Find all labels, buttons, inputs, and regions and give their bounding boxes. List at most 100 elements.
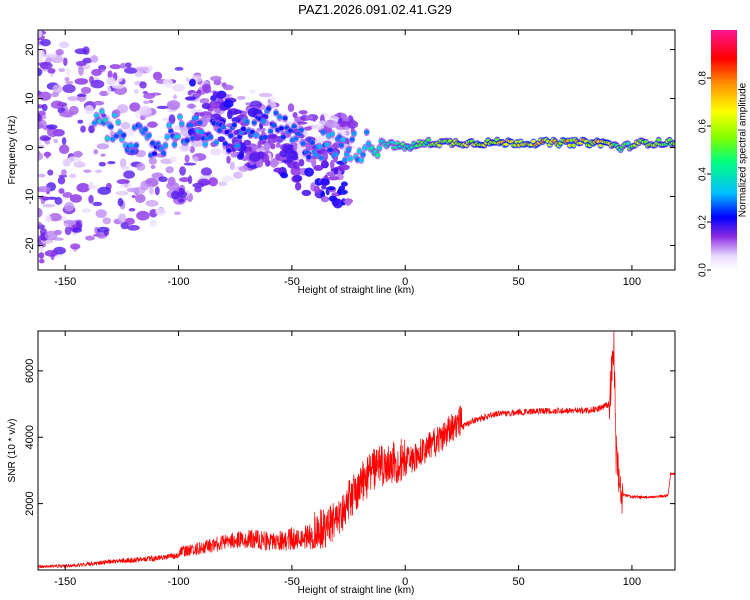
- spectrogram-cell: [625, 141, 631, 146]
- spectrogram-cell: [233, 171, 243, 179]
- spectrogram-cell: [47, 169, 54, 176]
- x-tick-label: 0: [402, 276, 408, 288]
- spectrogram-cell: [320, 130, 326, 135]
- spectrogram-cell: [267, 134, 278, 139]
- spectrogram-cell: [131, 194, 136, 199]
- spectrogram-cell: [38, 114, 43, 123]
- spectrogram-cell: [67, 96, 80, 102]
- spectrogram-cell: [58, 67, 66, 73]
- spectrogram-cell: [208, 177, 218, 187]
- spectrogram-cell: [162, 143, 168, 148]
- spectrogram-cell: [177, 114, 183, 120]
- spectrogram-cell: [124, 217, 135, 225]
- spectrogram-cell: [223, 99, 234, 108]
- spectrogram-cell: [324, 120, 339, 129]
- spectrogram-cell: [257, 140, 262, 149]
- spectrogram-cell: [38, 207, 43, 218]
- spectrogram-cell: [145, 180, 153, 184]
- spectrogram-cell: [85, 235, 95, 241]
- spectrogram-cell: [328, 195, 337, 202]
- spectrogram-cell: [229, 161, 235, 171]
- y-tick-label: 2000: [24, 491, 36, 515]
- spectrogram-cell: [97, 186, 112, 195]
- spectrogram-cell: [197, 120, 203, 125]
- spectrogram-cell: [117, 197, 124, 207]
- spectrogram-cell: [106, 77, 116, 86]
- spectrogram-cell: [81, 208, 91, 213]
- spectrogram-cell: [104, 136, 110, 141]
- spectrogram-cell: [38, 91, 52, 101]
- spectrogram-cell: [194, 186, 202, 193]
- spectrogram-cell: [218, 181, 227, 187]
- spectrogram-cell: [38, 173, 46, 178]
- spectrogram-cell: [179, 166, 186, 176]
- spectrogram-cell: [53, 138, 59, 144]
- spectrogram-cell: [323, 151, 329, 161]
- spectrogram-cell: [82, 46, 90, 55]
- spectrogram-cell: [320, 196, 330, 203]
- spectrogram-cell: [145, 200, 159, 207]
- spectrogram-cell: [69, 194, 83, 203]
- x-tick-label: -150: [54, 576, 76, 588]
- spectrogram-cell: [73, 161, 86, 168]
- spectrogram-cell: [213, 140, 219, 145]
- spectrogram-cell: [333, 167, 339, 175]
- colorbar-tick-label: 0.4: [698, 167, 709, 181]
- spectrogram-cell: [111, 84, 125, 89]
- spectrogram-cell: [258, 92, 273, 98]
- spectrogram-cell: [38, 252, 45, 259]
- spectrogram-cell: [201, 102, 212, 110]
- spectrogram-cell: [280, 172, 289, 179]
- spectrogram-cell: [329, 159, 335, 170]
- y-tick-label: -20: [24, 238, 36, 254]
- spectrogram-cell: [80, 125, 86, 133]
- spectrogram-cell: [38, 186, 51, 193]
- spectrogram-cell: [178, 144, 191, 152]
- spectrogram-cell: [65, 67, 71, 77]
- spectrogram-cell: [58, 41, 70, 49]
- spectrogram-cell: [89, 76, 94, 84]
- spectrogram-cell: [349, 137, 355, 142]
- spectrogram-cell: [347, 156, 353, 161]
- spectrogram-cell: [152, 71, 163, 81]
- spectrogram-cell: [266, 106, 272, 111]
- spectrogram-cell: [313, 185, 320, 194]
- spectrogram-blobs: [38, 30, 675, 264]
- spectrogram-cell: [126, 187, 141, 193]
- spectrogram-cell: [244, 119, 250, 125]
- x-tick-label: -150: [54, 276, 76, 288]
- spectrogram-cell: [358, 157, 364, 163]
- spectrogram-cell: [389, 140, 395, 144]
- colorbar-gradient: [711, 30, 737, 270]
- spectrogram-cell: [301, 189, 312, 197]
- spectrogram-cell: [344, 198, 352, 206]
- spectrogram-cell: [186, 103, 197, 109]
- spectrogram-cell: [336, 120, 350, 126]
- y-tick-label: 6000: [24, 359, 36, 383]
- spectrogram-cell: [107, 161, 116, 165]
- spectrogram-cell: [222, 141, 228, 146]
- spectrogram-cell: [88, 125, 95, 134]
- spectrogram-cell: [313, 164, 324, 171]
- spectrogram-cell: [91, 68, 102, 77]
- spectrogram-cell: [38, 245, 44, 252]
- spectrogram-cell: [332, 198, 343, 209]
- spectrogram-cell: [226, 155, 231, 164]
- spectrogram-cell: [143, 100, 150, 105]
- spectrogram-cell: [232, 109, 243, 114]
- spectrogram-cell: [155, 207, 167, 216]
- spectrogram-cell: [38, 221, 43, 226]
- spectrogram-cell: [74, 78, 89, 85]
- spectrogram-cell: [83, 169, 92, 173]
- spectrogram-cell: [196, 89, 202, 94]
- spectrogram-cell: [90, 55, 99, 63]
- spectrogram-cell: [202, 83, 212, 94]
- spectrogram-cell: [174, 125, 181, 130]
- spectrogram-cell: [106, 86, 112, 95]
- spectrogram-cell: [69, 105, 79, 115]
- spectrogram-cell: [61, 137, 67, 145]
- spectrogram-cell: [300, 141, 306, 146]
- colorbar: 0.0 0.2 0.4 0.6 0.8 Normalized spectral ampli…: [698, 30, 749, 277]
- spectrogram-cell: [100, 153, 106, 157]
